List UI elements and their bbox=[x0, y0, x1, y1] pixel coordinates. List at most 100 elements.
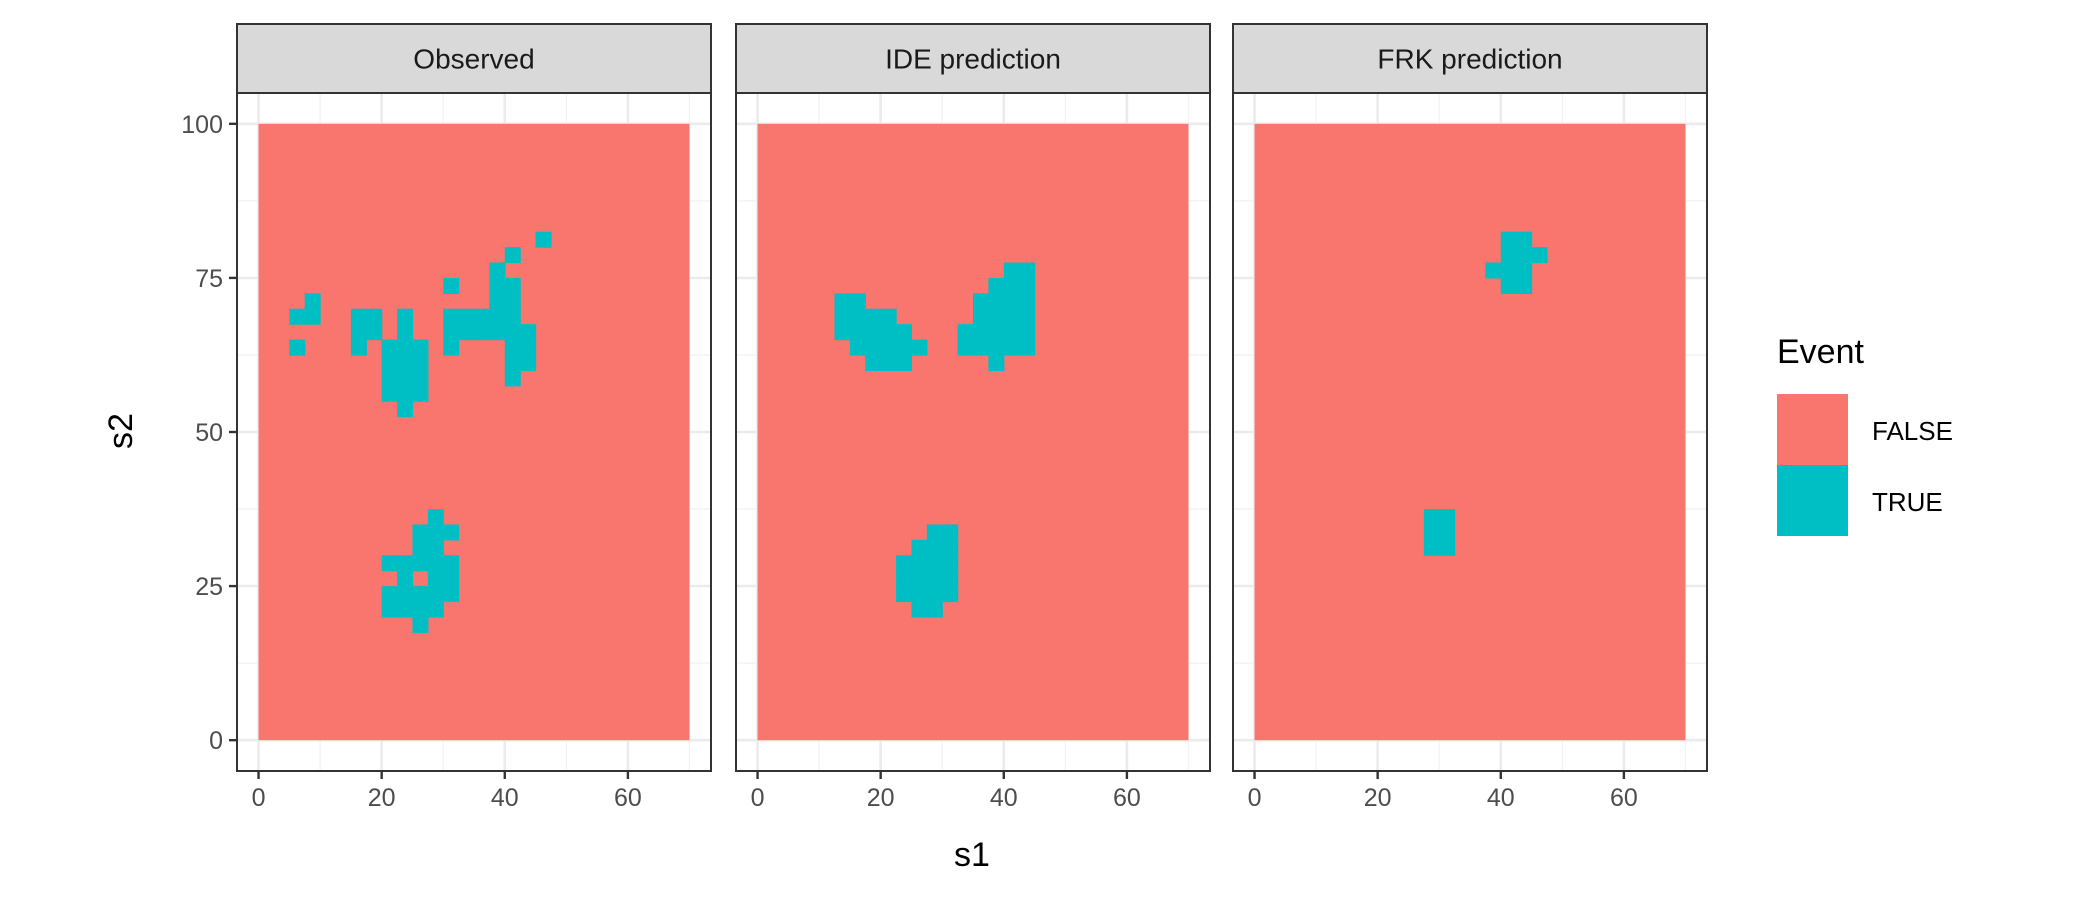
true-cell bbox=[988, 277, 1005, 294]
true-cell bbox=[1516, 277, 1533, 294]
true-cell bbox=[412, 354, 429, 371]
facet-strip-label: FRK prediction bbox=[1377, 44, 1562, 75]
true-cell bbox=[366, 308, 383, 325]
true-cell bbox=[911, 339, 928, 356]
true-cell bbox=[427, 570, 444, 587]
true-cell bbox=[397, 401, 414, 418]
true-cell bbox=[458, 308, 475, 325]
true-cell bbox=[1003, 262, 1020, 279]
true-cell bbox=[926, 570, 943, 587]
true-cell bbox=[520, 354, 537, 371]
true-cell bbox=[443, 324, 460, 341]
true-cell bbox=[911, 586, 928, 603]
true-cell bbox=[880, 339, 897, 356]
true-cell bbox=[443, 339, 460, 356]
true-cell bbox=[397, 324, 414, 341]
true-cell bbox=[412, 555, 429, 572]
true-cell bbox=[926, 539, 943, 556]
x-tick-label: 60 bbox=[614, 784, 642, 812]
true-cell bbox=[942, 586, 959, 603]
true-cell bbox=[926, 601, 943, 618]
x-axis-title: s1 bbox=[954, 836, 990, 874]
true-cell bbox=[1019, 277, 1036, 294]
raster-false-area bbox=[258, 123, 690, 741]
true-cell bbox=[834, 308, 851, 325]
true-cell bbox=[942, 539, 959, 556]
true-cell bbox=[973, 324, 989, 341]
x-tick-label: 60 bbox=[1113, 784, 1141, 812]
true-cell bbox=[1019, 339, 1036, 356]
y-tick-label: 100 bbox=[181, 111, 223, 139]
true-cell bbox=[896, 555, 913, 572]
true-cell bbox=[880, 308, 897, 325]
true-cell bbox=[443, 555, 460, 572]
true-cell bbox=[865, 308, 882, 325]
true-cell bbox=[458, 324, 475, 341]
x-tick-label: 20 bbox=[867, 784, 895, 812]
true-cell bbox=[427, 509, 444, 526]
x-tick-label: 0 bbox=[751, 784, 765, 812]
true-cell bbox=[381, 339, 398, 356]
true-cell bbox=[896, 324, 913, 341]
true-cell bbox=[1003, 277, 1020, 294]
true-cell bbox=[911, 555, 928, 572]
true-cell bbox=[849, 324, 866, 341]
true-cell bbox=[1423, 524, 1440, 541]
true-cell bbox=[926, 555, 943, 572]
true-cell bbox=[973, 293, 989, 310]
panel-3: FRK prediction 0 20 40 60 bbox=[1232, 23, 1708, 812]
true-cell bbox=[1516, 231, 1533, 248]
true-cell bbox=[834, 324, 851, 341]
true-cell bbox=[474, 324, 490, 341]
true-cell bbox=[504, 370, 521, 387]
true-cell bbox=[412, 601, 429, 618]
true-cell bbox=[957, 339, 974, 356]
true-cell bbox=[427, 539, 444, 556]
true-cell bbox=[397, 586, 414, 603]
true-cell bbox=[474, 308, 490, 325]
true-cell bbox=[1423, 509, 1440, 526]
legend-label-true: TRUE bbox=[1872, 487, 1943, 517]
true-cell bbox=[1423, 539, 1440, 556]
true-cell bbox=[988, 354, 1005, 371]
true-cell bbox=[397, 570, 414, 587]
true-cell bbox=[1019, 308, 1036, 325]
true-cell bbox=[1439, 509, 1456, 526]
true-cell bbox=[489, 293, 506, 310]
true-cell bbox=[849, 339, 866, 356]
true-cell bbox=[504, 308, 521, 325]
true-cell bbox=[504, 277, 521, 294]
true-cell bbox=[1003, 324, 1020, 341]
x-tick-label: 0 bbox=[252, 784, 266, 812]
true-cell bbox=[381, 586, 398, 603]
true-cell bbox=[849, 308, 866, 325]
true-cell bbox=[957, 324, 974, 341]
true-cell bbox=[1500, 262, 1517, 279]
true-cell bbox=[942, 570, 959, 587]
true-cell bbox=[865, 354, 882, 371]
true-cell bbox=[489, 308, 506, 325]
true-cell bbox=[304, 308, 321, 325]
true-cell bbox=[896, 339, 913, 356]
legend-title: Event bbox=[1777, 333, 1864, 371]
legend-key-true bbox=[1777, 465, 1848, 536]
true-cell bbox=[504, 339, 521, 356]
true-cell bbox=[1003, 339, 1020, 356]
raster-false-area bbox=[1254, 123, 1686, 741]
true-cell bbox=[973, 308, 989, 325]
true-cell bbox=[880, 354, 897, 371]
true-cell bbox=[504, 354, 521, 371]
true-cell bbox=[911, 601, 928, 618]
y-axis: 0 25 50 75 100 bbox=[181, 111, 237, 755]
y-axis-title: s2 bbox=[102, 413, 140, 449]
true-cell bbox=[397, 339, 414, 356]
true-cell bbox=[1003, 293, 1020, 310]
true-cell bbox=[381, 555, 398, 572]
true-cell bbox=[1019, 262, 1036, 279]
true-cell bbox=[988, 339, 1005, 356]
true-cell bbox=[443, 570, 460, 587]
legend-key-false bbox=[1777, 394, 1848, 465]
true-cell bbox=[973, 339, 989, 356]
